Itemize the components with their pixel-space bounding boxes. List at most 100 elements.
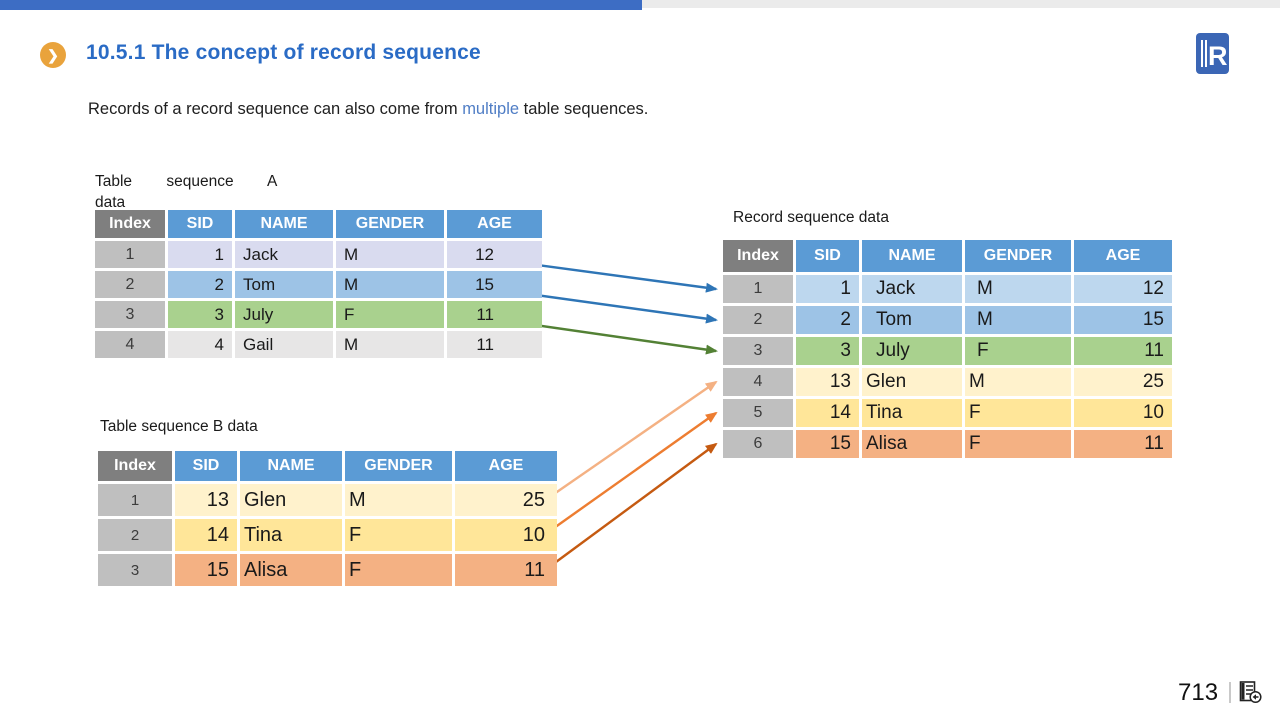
body-text-prefix: Records of a record sequence can also co… bbox=[88, 100, 463, 118]
cell-name: Jack bbox=[235, 241, 333, 268]
cell-name: Tina bbox=[240, 519, 342, 551]
cell-index: 5 bbox=[723, 399, 793, 427]
cell-name: July bbox=[235, 301, 333, 328]
return-to-contents-icon[interactable] bbox=[1239, 681, 1262, 704]
column-header-name: NAME bbox=[240, 451, 342, 481]
cell-sid: 13 bbox=[175, 484, 237, 516]
page-title: 10.5.1 The concept of record sequence bbox=[86, 41, 481, 64]
cell-gender: M bbox=[345, 484, 452, 516]
body-text: Records of a record sequence can also co… bbox=[88, 100, 648, 119]
cell-sid: 1 bbox=[796, 275, 859, 303]
cell-age: 10 bbox=[455, 519, 557, 551]
cell-sid: 14 bbox=[796, 399, 859, 427]
table-b-label: Table sequence B data bbox=[100, 418, 258, 435]
column-header-sid: SID bbox=[796, 240, 859, 272]
cell-index: 2 bbox=[723, 306, 793, 334]
page-number: 713 bbox=[1178, 679, 1219, 706]
chevron-glyph: ❯ bbox=[47, 47, 59, 63]
cell-index: 4 bbox=[723, 368, 793, 396]
column-header-age: AGE bbox=[447, 210, 542, 238]
table-a-label-line2: data bbox=[95, 194, 126, 211]
cell-gender: M bbox=[336, 241, 444, 268]
logo-letter: R bbox=[1208, 41, 1228, 71]
cell-sid: 2 bbox=[796, 306, 859, 334]
chevron-bullet-icon: ❯ bbox=[40, 42, 66, 68]
column-header-gender: GENDER bbox=[336, 210, 444, 238]
cell-gender: F bbox=[965, 337, 1071, 365]
cell-gender: F bbox=[965, 430, 1071, 458]
cell-name: Tina bbox=[862, 399, 962, 427]
mapping-arrow-b2-r5 bbox=[553, 411, 718, 529]
mapping-arrow-b1-r4 bbox=[553, 380, 718, 495]
cell-gender: M bbox=[336, 331, 444, 358]
cell-name: Glen bbox=[862, 368, 962, 396]
cell-index: 6 bbox=[723, 430, 793, 458]
cell-gender: M bbox=[336, 271, 444, 298]
column-header-gender: GENDER bbox=[965, 240, 1071, 272]
cell-gender: F bbox=[336, 301, 444, 328]
column-header-index: Index bbox=[723, 240, 793, 272]
cell-gender: F bbox=[965, 399, 1071, 427]
cell-sid: 2 bbox=[168, 271, 232, 298]
cell-age: 11 bbox=[1074, 430, 1172, 458]
cell-index: 3 bbox=[98, 554, 172, 586]
cell-age: 11 bbox=[447, 331, 542, 358]
cell-index: 4 bbox=[95, 331, 165, 358]
column-header-name: NAME bbox=[862, 240, 962, 272]
cell-name: Jack bbox=[862, 275, 962, 303]
cell-index: 3 bbox=[95, 301, 165, 328]
cell-gender: F bbox=[345, 554, 452, 586]
footer-divider bbox=[1229, 682, 1231, 703]
cell-index: 2 bbox=[95, 271, 165, 298]
cell-gender: M bbox=[965, 368, 1071, 396]
top-accent-bar-blue bbox=[0, 0, 642, 10]
column-header-age: AGE bbox=[455, 451, 557, 481]
record-table-label: Record sequence data bbox=[733, 209, 889, 226]
table-sequence-b: Index SID NAME GENDER AGE 1 13 Glen M 25 2 14 Tina F 1… bbox=[98, 451, 557, 586]
cell-sid: 4 bbox=[168, 331, 232, 358]
cell-index: 1 bbox=[98, 484, 172, 516]
cell-index: 1 bbox=[95, 241, 165, 268]
body-text-highlight: multiple bbox=[462, 100, 520, 118]
cell-age: 15 bbox=[1074, 306, 1172, 334]
body-text-suffix: table sequences. bbox=[519, 100, 649, 118]
column-header-gender: GENDER bbox=[345, 451, 452, 481]
cell-age: 12 bbox=[447, 241, 542, 268]
cell-name: Alisa bbox=[862, 430, 962, 458]
cell-age: 12 bbox=[1074, 275, 1172, 303]
cell-gender: F bbox=[345, 519, 452, 551]
cell-name: Tom bbox=[235, 271, 333, 298]
column-header-name: NAME bbox=[235, 210, 333, 238]
cell-sid: 15 bbox=[796, 430, 859, 458]
cell-age: 10 bbox=[1074, 399, 1172, 427]
column-header-index: Index bbox=[98, 451, 172, 481]
column-header-age: AGE bbox=[1074, 240, 1172, 272]
cell-sid: 15 bbox=[175, 554, 237, 586]
cell-sid: 13 bbox=[796, 368, 859, 396]
column-header-index: Index bbox=[95, 210, 165, 238]
cell-name: Tom bbox=[862, 306, 962, 334]
cell-sid: 1 bbox=[168, 241, 232, 268]
cell-index: 3 bbox=[723, 337, 793, 365]
cell-age: 11 bbox=[1074, 337, 1172, 365]
top-accent-bar-gray bbox=[642, 0, 1280, 8]
cell-name: Gail bbox=[235, 331, 333, 358]
cell-sid: 3 bbox=[168, 301, 232, 328]
cell-gender: M bbox=[965, 275, 1071, 303]
cell-age: 25 bbox=[455, 484, 557, 516]
table-sequence-a: Index SID NAME GENDER AGE 1 1 Jack M 12 2 2 Tom M 15 3 3… bbox=[95, 210, 542, 358]
cell-age: 11 bbox=[447, 301, 542, 328]
cell-age: 11 bbox=[455, 554, 557, 586]
cell-index: 2 bbox=[98, 519, 172, 551]
record-sequence-table: Index SID NAME GENDER AGE 1 1 Jack M 12 2 2 Tom M 15 3 3… bbox=[723, 240, 1172, 458]
raqsoft-logo-icon: R bbox=[1196, 33, 1229, 74]
table-a-label: Table sequence A data bbox=[95, 171, 305, 213]
cell-name: Glen bbox=[240, 484, 342, 516]
cell-gender: M bbox=[965, 306, 1071, 334]
cell-name: July bbox=[862, 337, 962, 365]
mapping-arrow-b3-r6 bbox=[555, 442, 718, 563]
cell-sid: 3 bbox=[796, 337, 859, 365]
cell-age: 15 bbox=[447, 271, 542, 298]
cell-index: 1 bbox=[723, 275, 793, 303]
